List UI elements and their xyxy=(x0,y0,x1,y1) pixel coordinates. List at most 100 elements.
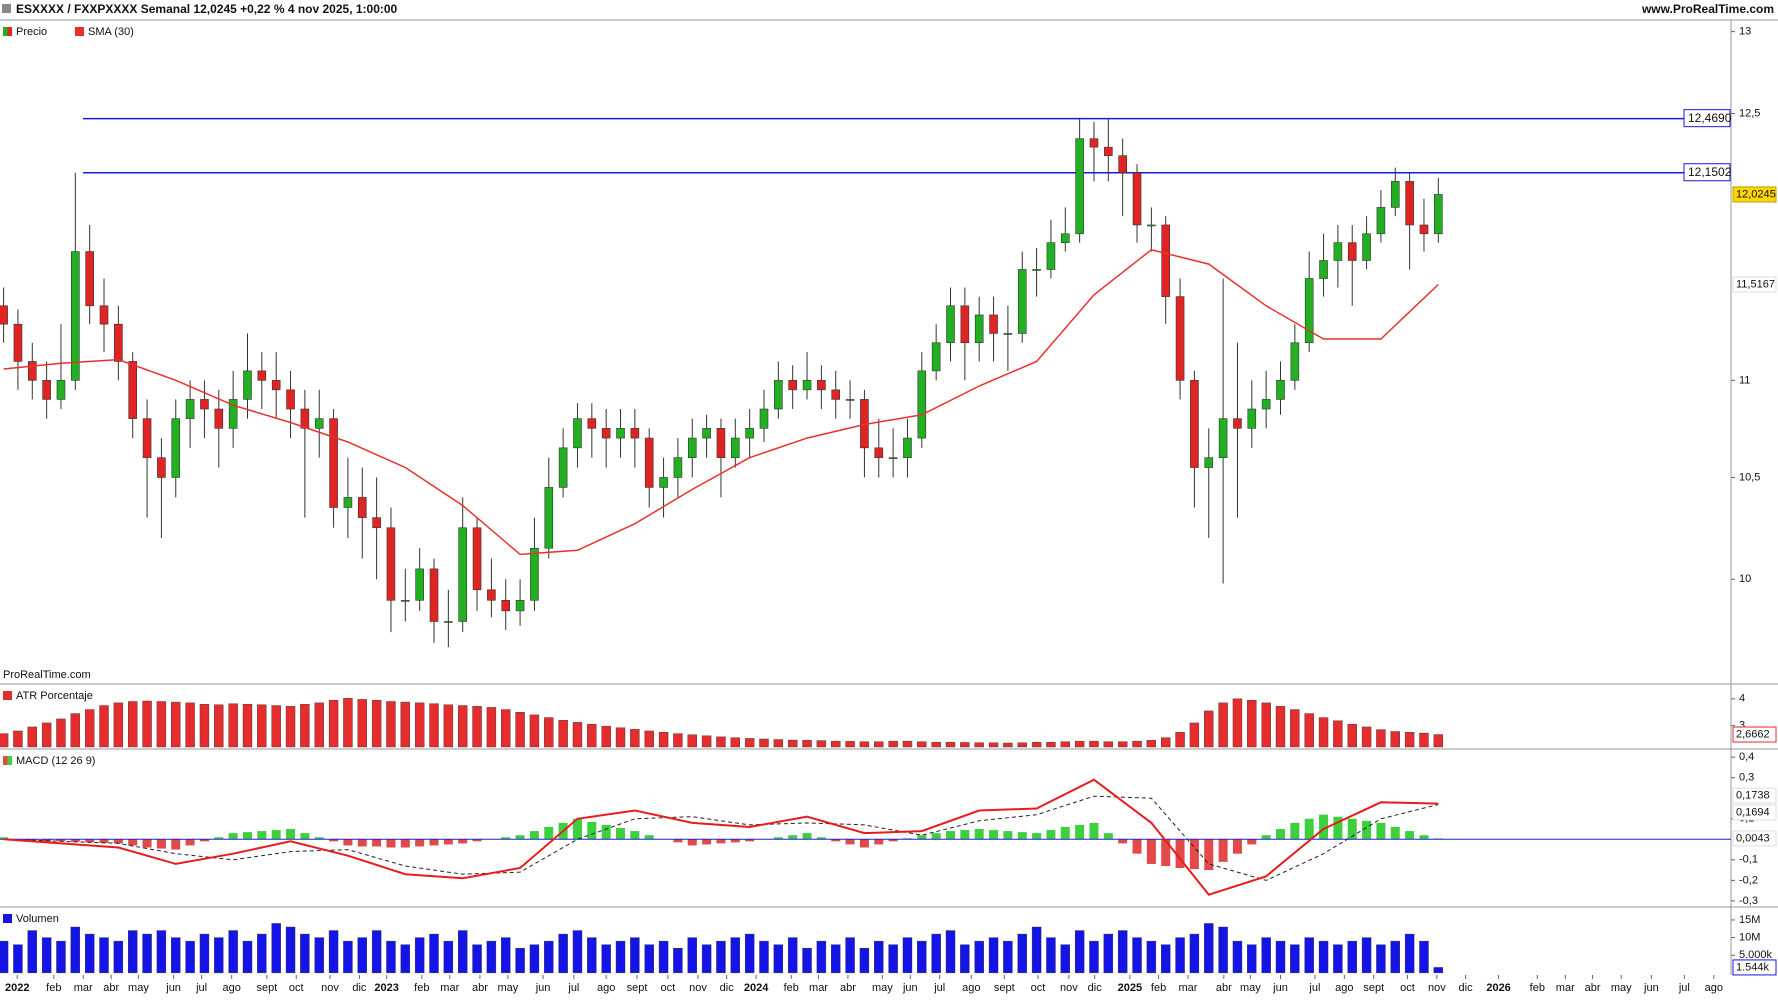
bar xyxy=(41,722,52,748)
candle-body xyxy=(759,408,769,429)
candle-body xyxy=(214,408,224,429)
bar xyxy=(443,704,454,748)
bar xyxy=(845,937,855,974)
bar xyxy=(917,940,927,974)
legend-swatch xyxy=(3,756,8,765)
x-tick-label: sept xyxy=(1363,982,1384,994)
legend-swatch xyxy=(7,756,12,765)
bar xyxy=(1232,698,1243,748)
bar xyxy=(744,738,755,748)
bar xyxy=(945,930,956,974)
histogram-bar xyxy=(443,839,453,845)
candle-body xyxy=(1218,418,1228,458)
bar xyxy=(357,699,367,748)
bar xyxy=(1031,926,1042,974)
histogram-bar xyxy=(1304,818,1314,840)
candle-body xyxy=(601,428,611,439)
candle-body xyxy=(630,428,640,439)
x-tick-label: oct xyxy=(289,982,304,994)
histogram-bar xyxy=(1017,832,1027,840)
x-tick-label: feb xyxy=(1151,982,1166,994)
bar xyxy=(1261,937,1271,974)
histogram-bar xyxy=(931,833,941,840)
y-tick-label: 10,5 xyxy=(1739,471,1760,483)
bar xyxy=(529,714,540,748)
x-tick-label: may xyxy=(128,982,149,994)
x-tick-label: nov xyxy=(1428,982,1446,994)
candle-body xyxy=(1089,138,1099,148)
bar xyxy=(687,937,697,974)
histogram-bar xyxy=(630,831,640,840)
bar xyxy=(457,705,468,748)
bar xyxy=(1419,940,1429,974)
legend-label: SMA (30) xyxy=(88,26,134,38)
histogram-bar xyxy=(1419,835,1429,840)
candle-body xyxy=(874,447,884,458)
bar xyxy=(1060,741,1070,748)
bar xyxy=(27,726,37,748)
last-value-box xyxy=(1732,186,1777,203)
bar xyxy=(615,727,626,748)
bar xyxy=(931,933,941,974)
bar xyxy=(730,937,740,974)
bar xyxy=(1074,740,1085,748)
candle-body xyxy=(1405,181,1414,226)
candle-body xyxy=(1003,333,1013,335)
bar xyxy=(859,741,870,748)
candle-body xyxy=(946,305,955,344)
bar xyxy=(1074,930,1085,974)
legend-swatch xyxy=(75,27,84,36)
bar xyxy=(1347,724,1357,748)
bar xyxy=(1089,740,1099,748)
x-tick-label: 2022 xyxy=(5,982,29,994)
bar xyxy=(716,736,726,748)
histogram-bar xyxy=(228,833,238,840)
bar xyxy=(773,739,784,748)
bar xyxy=(1218,702,1228,748)
candle-body xyxy=(989,314,998,334)
bar xyxy=(314,937,324,974)
bar xyxy=(1146,940,1157,974)
bar xyxy=(70,713,81,748)
histogram-bar xyxy=(1333,816,1343,840)
histogram-bar xyxy=(156,839,166,849)
candle-body xyxy=(1347,242,1357,261)
bar xyxy=(228,930,238,974)
bar xyxy=(1433,734,1444,748)
histogram-bar xyxy=(1146,839,1156,864)
x-tick-label: mar xyxy=(1556,982,1575,994)
bar xyxy=(185,940,195,974)
bar xyxy=(199,933,210,974)
bar xyxy=(343,940,353,974)
x-tick-label: oct xyxy=(661,982,676,994)
histogram-bar xyxy=(242,832,252,840)
histogram-bar xyxy=(1161,839,1171,866)
histogram-bar xyxy=(128,839,138,846)
x-tick-label: 2024 xyxy=(744,982,769,994)
candle-body xyxy=(372,517,381,529)
legend-label: MACD (12 26 9) xyxy=(16,755,95,767)
x-tick-label: abr xyxy=(472,982,488,994)
bar xyxy=(902,740,913,748)
candle-body xyxy=(286,389,295,410)
bar xyxy=(185,702,195,748)
histogram-bar xyxy=(1089,822,1099,840)
bar xyxy=(1103,741,1114,748)
candle-body xyxy=(587,418,597,429)
histogram-bar xyxy=(429,839,439,846)
histogram-bar xyxy=(1189,839,1199,870)
header-icon xyxy=(2,4,11,13)
bar xyxy=(128,930,138,974)
histogram-bar xyxy=(1175,839,1185,869)
x-tick-label: mar xyxy=(440,982,459,994)
histogram-bar xyxy=(300,833,310,840)
histogram-bar xyxy=(1247,839,1257,845)
histogram-bar xyxy=(644,835,654,840)
bar xyxy=(1376,729,1386,748)
bar xyxy=(673,733,683,748)
histogram-bar xyxy=(716,839,726,844)
x-tick-label: jun xyxy=(1272,982,1288,994)
candle-body xyxy=(357,497,367,518)
histogram-bar xyxy=(199,839,209,842)
histogram-bar xyxy=(171,839,181,850)
